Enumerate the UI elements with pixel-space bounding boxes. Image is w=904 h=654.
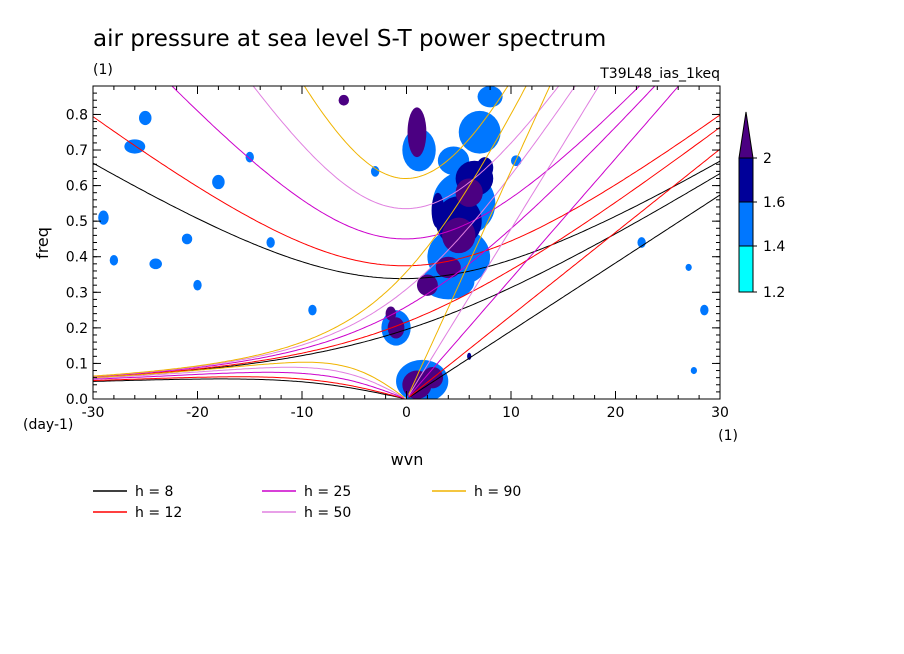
power-blob-30 [193,279,202,291]
chart-title: air pressure at sea level S-T power spec… [93,26,606,52]
y-tick-label: 0.1 [66,356,88,372]
x-tick-label: -30 [82,405,105,421]
y-units-label: (day-1) [23,417,73,433]
chart-units-label: (1) [93,62,113,78]
x-tick-label: 10 [502,405,520,421]
y-tick-label: 0.0 [66,392,88,408]
power-blob-2 [385,306,397,321]
colorbar-swatch [738,201,754,247]
colorbar-swatch [738,157,754,203]
curve-h8-ig1 [93,160,720,280]
curve-h12-ig1 [93,114,720,267]
curve-h25-rossby1 [93,371,405,399]
x-tick-label: -20 [186,405,209,421]
curve-h12-kelvin [408,148,720,398]
curve-h50-rossby1 [93,366,405,399]
power-contours [98,86,709,399]
colorbar-extend-triangle [738,111,754,159]
axes: -30 -20 -10 0 10 20 30 0.0 0.1 0.2 0.3 0.4 0.5 0.6 0.7… [66,86,729,421]
legend-label-h90: h = 90 [474,484,521,500]
power-blob-14 [458,110,501,154]
power-blob-38 [685,263,692,271]
curve-h8-kelvin [408,194,720,399]
x-units-label: (1) [718,428,738,444]
y-tick-label: 0.6 [66,179,88,195]
y-tick-label: 0.5 [66,214,88,230]
curve-h8-mrg [93,173,720,379]
power-blob-28 [181,233,193,245]
dispersion-curves [93,86,720,399]
x-tick-label: -10 [291,405,314,421]
power-blob-10 [477,86,503,108]
power-blob-26 [149,258,162,270]
colorbar-label: 2 [763,151,772,167]
curve-h50-ig1 [252,86,560,210]
legend-label-h8: h = 8 [135,484,173,500]
power-blob-33 [308,304,317,316]
legend-label-h50: h = 50 [304,505,351,521]
curve-h90-ig1 [303,86,509,179]
power-blob-31 [338,94,350,106]
curve-h25-kelvin [408,86,680,397]
curve-h8-rossby1 [93,378,405,399]
power-blob-1 [387,317,405,339]
x-axis-label: wvn [391,450,424,469]
power-blob-23 [138,110,152,126]
power-blob-25 [109,254,119,266]
curve-h12-mrg [93,126,720,378]
power-blob-39 [690,366,698,375]
colorbar-swatch [738,245,754,293]
colorbar-label: 1.6 [763,195,785,211]
x-tick-label: 20 [607,405,625,421]
legend-label-h25: h = 25 [304,484,351,500]
power-blob-0 [407,107,427,158]
colorbar-label: 1.2 [763,285,785,301]
run-id-label: T39L48_ias_1keq [599,66,720,82]
power-blob-24 [98,210,109,225]
y-tick-label: 0.2 [66,321,88,337]
x-tick-label: 30 [711,405,729,421]
y-tick-label: 0.3 [66,285,88,301]
x-tick-label: 0 [402,405,411,421]
legend-label-h12: h = 12 [135,505,182,521]
curve-h50-kelvin [408,86,600,396]
colorbar-label: 1.4 [763,239,785,255]
power-blob-6 [442,217,476,254]
power-blob-34 [370,166,380,177]
curve-h90-rossby1 [93,361,405,398]
legend: h = 8 h = 12 h = 25 h = 50 h = 90 [93,484,521,521]
y-tick-label: 0.4 [66,250,88,266]
power-blob-32 [266,237,275,248]
curve-h25-ig1 [171,86,641,240]
power-blob-8 [455,178,483,207]
y-tick-label: 0.7 [66,143,88,159]
power-blob-27 [212,174,225,190]
curve-h25-mrg [93,86,656,378]
curve-h90-kelvin [408,86,551,395]
power-blob-37 [700,304,709,316]
colorbar: 1.2 1.4 1.6 2 [738,111,785,301]
y-axis-label: freq [33,227,52,259]
curve-h50-mrg [93,86,576,377]
power-blob-29 [245,151,254,163]
power-blob-22 [124,139,146,154]
y-tick-label: 0.8 [66,107,88,123]
curve-h12-rossby1 [93,376,405,399]
curve-h90-mrg [93,86,527,377]
